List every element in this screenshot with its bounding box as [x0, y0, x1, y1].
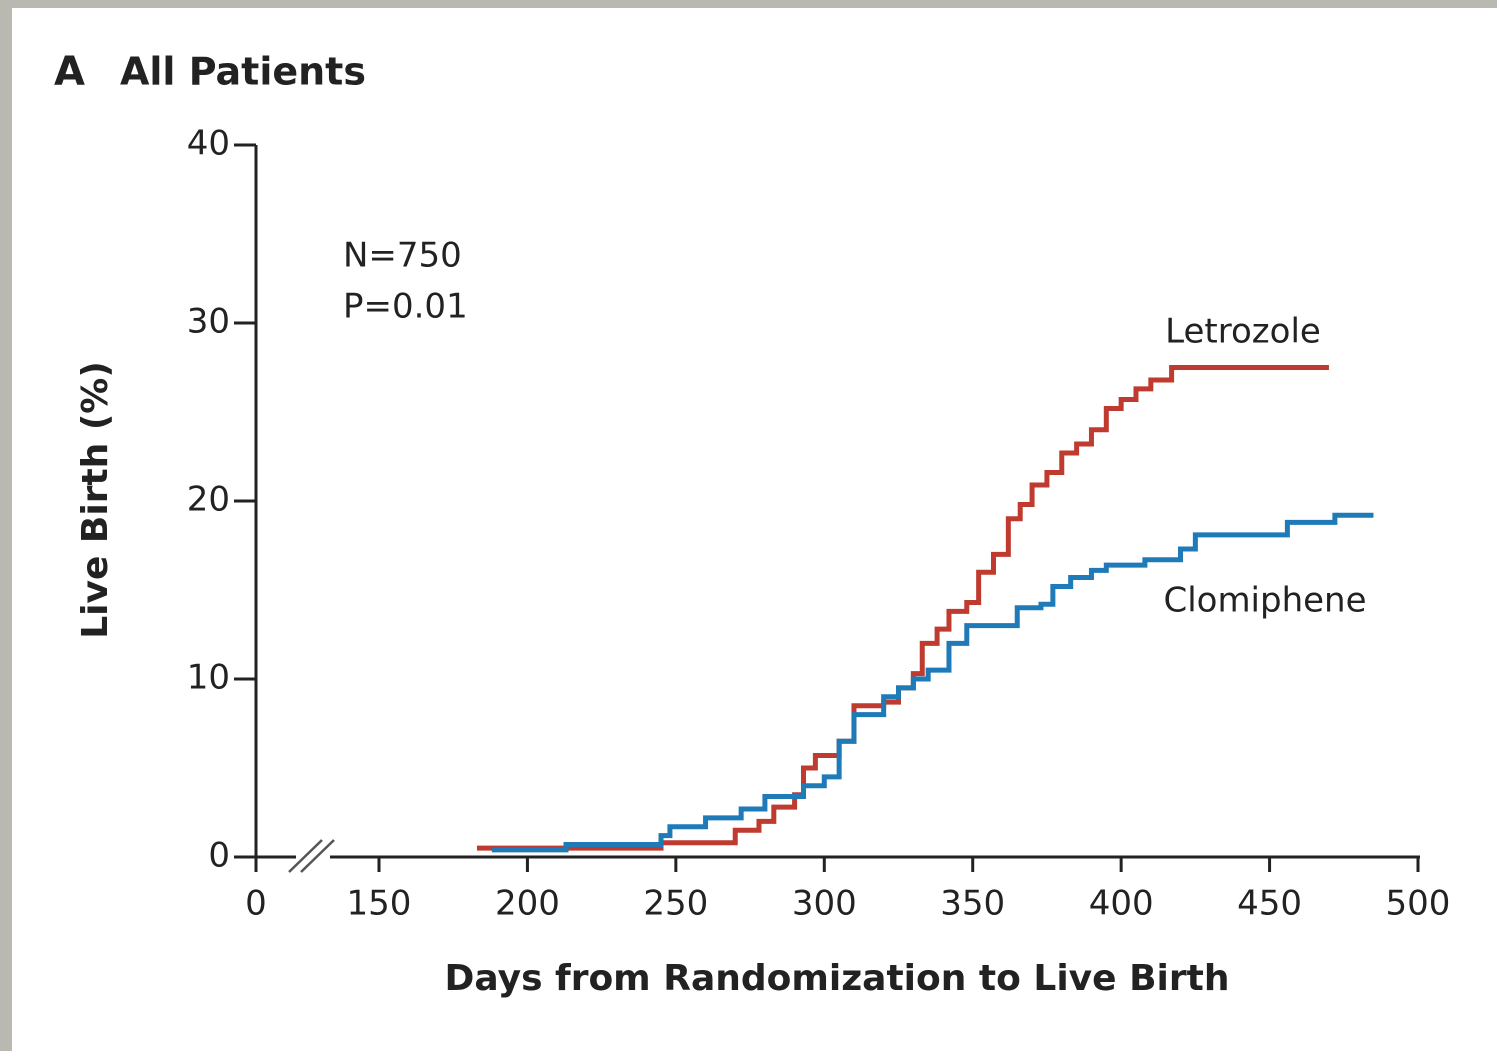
y-tick-label: 20 [187, 480, 230, 520]
series-label: Letrozole [1165, 312, 1321, 352]
panel-background [12, 8, 1497, 1051]
x-tick-label: 250 [643, 884, 708, 924]
y-tick-label: 30 [187, 302, 230, 342]
x-tick-label: 450 [1237, 884, 1302, 924]
series-label: Clomiphene [1163, 581, 1366, 621]
x-tick-label: 400 [1089, 884, 1154, 924]
x-axis-title: Days from Randomization to Live Birth [445, 958, 1230, 999]
y-tick-label: 10 [187, 658, 230, 698]
panel-label: A [54, 49, 85, 95]
axis-break [300, 839, 335, 873]
annotation: N=750 [343, 236, 462, 276]
y-tick-label: 40 [187, 124, 230, 164]
axis-break [288, 839, 323, 873]
x-tick-label: 150 [347, 884, 412, 924]
y-tick-label: 0 [208, 836, 230, 876]
annotation: P=0.01 [343, 287, 468, 327]
x-tick-label: 0 [245, 884, 267, 924]
series-line [491, 512, 1374, 853]
chart-title: All Patients [120, 50, 366, 94]
x-tick-label: 350 [940, 884, 1005, 924]
x-tick-label: 200 [495, 884, 560, 924]
x-tick-label: 300 [792, 884, 857, 924]
x-tick-label: 500 [1386, 884, 1451, 924]
y-axis-title: Live Birth (%) [75, 361, 116, 639]
